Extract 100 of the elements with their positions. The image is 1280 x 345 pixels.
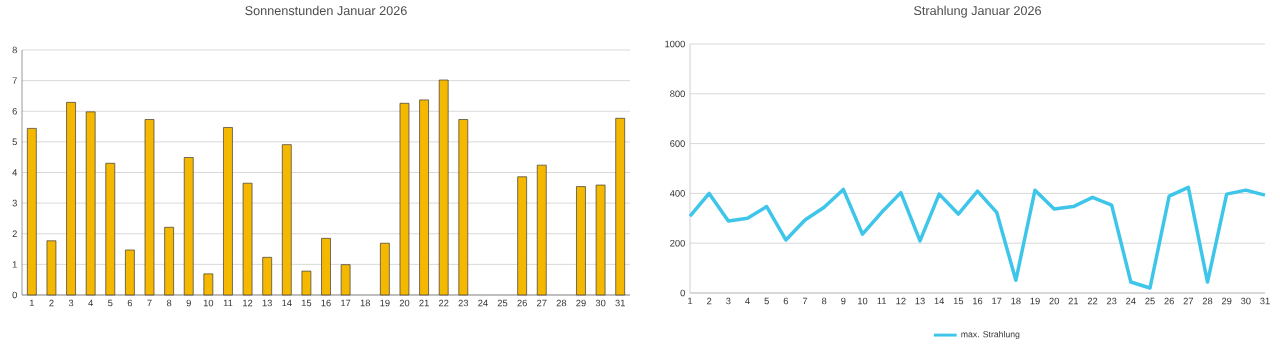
x-tick-label: 1 bbox=[29, 299, 34, 307]
y-tick-label: 600 bbox=[670, 140, 685, 147]
chart-title: Sonnenstunden Januar 2026 bbox=[245, 5, 407, 16]
x-tick-label: 25 bbox=[497, 299, 508, 307]
x-tick-label: 7 bbox=[147, 299, 152, 307]
y-tick-label: 800 bbox=[670, 90, 685, 98]
bar bbox=[321, 238, 331, 296]
x-tick-label: 9 bbox=[186, 299, 191, 307]
chart-title: Strahlung Januar 2026 bbox=[914, 5, 1041, 18]
x-tick-label: 10 bbox=[858, 297, 868, 305]
x-tick-label: 15 bbox=[301, 299, 312, 307]
y-tick-label: 7 bbox=[12, 77, 17, 84]
x-tick-label: 23 bbox=[1106, 297, 1117, 305]
y-tick-label: 1 bbox=[12, 261, 17, 268]
bar bbox=[242, 182, 253, 296]
x-tick-label: 21 bbox=[419, 299, 429, 307]
y-tick-label: 5 bbox=[12, 138, 17, 146]
x-tick-label: 27 bbox=[537, 299, 547, 307]
x-tick-label: 24 bbox=[1126, 297, 1136, 305]
x-tick-label: 24 bbox=[478, 299, 488, 307]
x-tick-label: 28 bbox=[1202, 297, 1213, 305]
x-tick-label: 23 bbox=[458, 299, 469, 307]
x-tick-label: 18 bbox=[360, 299, 371, 307]
x-tick-label: 5 bbox=[108, 299, 113, 307]
bar bbox=[144, 119, 155, 296]
bar bbox=[183, 157, 194, 296]
bar bbox=[66, 102, 76, 296]
x-tick-label: 30 bbox=[1241, 297, 1251, 305]
bar bbox=[164, 226, 174, 296]
x-tick-label: 28 bbox=[556, 299, 567, 307]
x-tick-label: 31 bbox=[1260, 297, 1270, 305]
y-tick-label: 2 bbox=[12, 230, 17, 237]
x-tick-label: 12 bbox=[243, 299, 253, 307]
bar bbox=[262, 256, 273, 296]
bar bbox=[105, 162, 116, 296]
bar bbox=[46, 240, 57, 296]
x-tick-label: 29 bbox=[1221, 297, 1232, 305]
x-tick-label: 27 bbox=[1183, 297, 1194, 305]
x-tick-label: 20 bbox=[399, 299, 410, 307]
x-tick-label: 11 bbox=[223, 299, 233, 307]
bar bbox=[203, 273, 214, 296]
bar bbox=[576, 186, 586, 296]
x-tick-label: 5 bbox=[764, 297, 769, 305]
x-tick-label: 13 bbox=[915, 297, 925, 305]
bar bbox=[301, 270, 312, 296]
y-tick-label: 3 bbox=[12, 199, 17, 207]
x-tick-label: 14 bbox=[934, 297, 945, 305]
y-tick-label: 6 bbox=[12, 107, 17, 115]
x-tick-label: 21 bbox=[1068, 297, 1079, 305]
bar bbox=[223, 127, 233, 296]
bar bbox=[419, 99, 429, 296]
bar bbox=[340, 264, 351, 296]
bar bbox=[536, 164, 547, 296]
y-tick-label: 0 bbox=[680, 289, 685, 297]
x-tick-label: 10 bbox=[203, 299, 214, 307]
x-tick-label: 29 bbox=[576, 299, 586, 307]
x-tick-label: 11 bbox=[877, 297, 887, 305]
x-tick-label: 4 bbox=[745, 297, 750, 305]
bar bbox=[458, 119, 469, 296]
x-tick-label: 3 bbox=[68, 299, 74, 307]
x-tick-label: 18 bbox=[1011, 297, 1021, 305]
bar bbox=[615, 117, 626, 296]
y-tick-label: 0 bbox=[12, 291, 17, 299]
y-tick-label: 8 bbox=[12, 46, 17, 54]
x-tick-label: 26 bbox=[517, 299, 527, 307]
bar bbox=[85, 111, 96, 296]
x-tick-label: 8 bbox=[821, 297, 827, 305]
x-tick-label: 3 bbox=[726, 297, 731, 305]
x-tick-label: 15 bbox=[953, 297, 964, 305]
y-tick-label: 4 bbox=[12, 169, 18, 176]
bar bbox=[517, 176, 527, 296]
x-tick-label: 25 bbox=[1145, 297, 1155, 305]
x-tick-label: 16 bbox=[321, 299, 331, 307]
x-tick-label: 22 bbox=[1087, 297, 1098, 305]
line-series bbox=[688, 185, 1267, 290]
x-tick-label: 1 bbox=[688, 297, 693, 305]
x-tick-label: 30 bbox=[595, 299, 606, 307]
bar bbox=[438, 79, 449, 296]
x-tick-label: 8 bbox=[166, 299, 172, 307]
x-tick-label: 13 bbox=[262, 299, 272, 307]
x-tick-label: 2 bbox=[707, 297, 712, 305]
x-tick-label: 7 bbox=[802, 297, 808, 305]
x-tick-label: 12 bbox=[896, 297, 906, 305]
y-tick-label: 400 bbox=[669, 190, 685, 197]
x-tick-label: 6 bbox=[783, 297, 789, 305]
x-tick-label: 20 bbox=[1049, 297, 1059, 305]
x-tick-label: 14 bbox=[282, 299, 292, 307]
x-tick-label: 17 bbox=[341, 299, 351, 307]
y-tick-label: 200 bbox=[670, 239, 685, 247]
x-tick-label: 17 bbox=[992, 297, 1002, 305]
x-tick-label: 19 bbox=[380, 299, 390, 307]
bar bbox=[281, 144, 292, 296]
x-tick-label: 9 bbox=[841, 297, 846, 305]
x-tick-label: 6 bbox=[127, 299, 133, 307]
bar bbox=[380, 242, 390, 296]
legend-label: max. Strahlung bbox=[961, 330, 1020, 340]
x-tick-label: 2 bbox=[49, 299, 54, 307]
x-tick-label: 4 bbox=[88, 299, 93, 307]
x-tick-label: 31 bbox=[615, 299, 625, 307]
x-tick-label: 16 bbox=[973, 297, 983, 305]
